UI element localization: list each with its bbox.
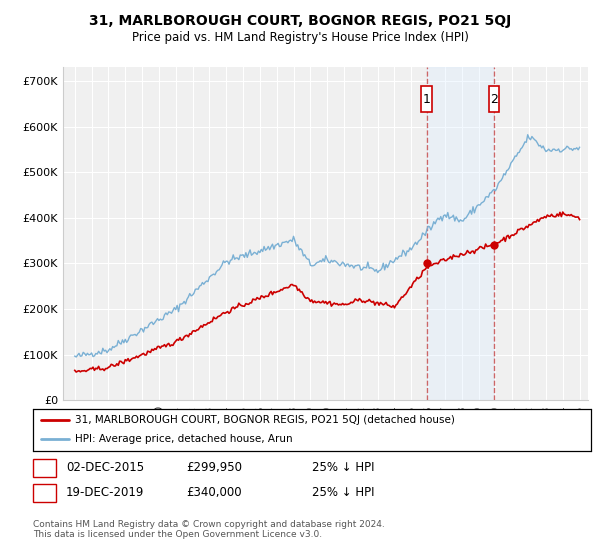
Text: 25% ↓ HPI: 25% ↓ HPI xyxy=(312,461,374,474)
Text: 2: 2 xyxy=(41,486,48,500)
Bar xyxy=(427,67,494,400)
Text: 2: 2 xyxy=(490,92,498,106)
Text: 25% ↓ HPI: 25% ↓ HPI xyxy=(312,486,374,500)
FancyBboxPatch shape xyxy=(421,86,432,112)
Text: 1: 1 xyxy=(41,461,48,474)
Text: Contains HM Land Registry data © Crown copyright and database right 2024.
This d: Contains HM Land Registry data © Crown c… xyxy=(33,520,385,539)
Text: 31, MARLBOROUGH COURT, BOGNOR REGIS, PO21 5QJ: 31, MARLBOROUGH COURT, BOGNOR REGIS, PO2… xyxy=(89,14,511,28)
Text: 31, MARLBOROUGH COURT, BOGNOR REGIS, PO21 5QJ (detached house): 31, MARLBOROUGH COURT, BOGNOR REGIS, PO2… xyxy=(75,415,455,425)
Text: £299,950: £299,950 xyxy=(186,461,242,474)
Text: HPI: Average price, detached house, Arun: HPI: Average price, detached house, Arun xyxy=(75,435,292,445)
Text: 19-DEC-2019: 19-DEC-2019 xyxy=(66,486,145,500)
Text: Price paid vs. HM Land Registry's House Price Index (HPI): Price paid vs. HM Land Registry's House … xyxy=(131,31,469,44)
Text: 1: 1 xyxy=(423,92,431,106)
FancyBboxPatch shape xyxy=(488,86,499,112)
Text: 02-DEC-2015: 02-DEC-2015 xyxy=(66,461,144,474)
Text: £340,000: £340,000 xyxy=(186,486,242,500)
